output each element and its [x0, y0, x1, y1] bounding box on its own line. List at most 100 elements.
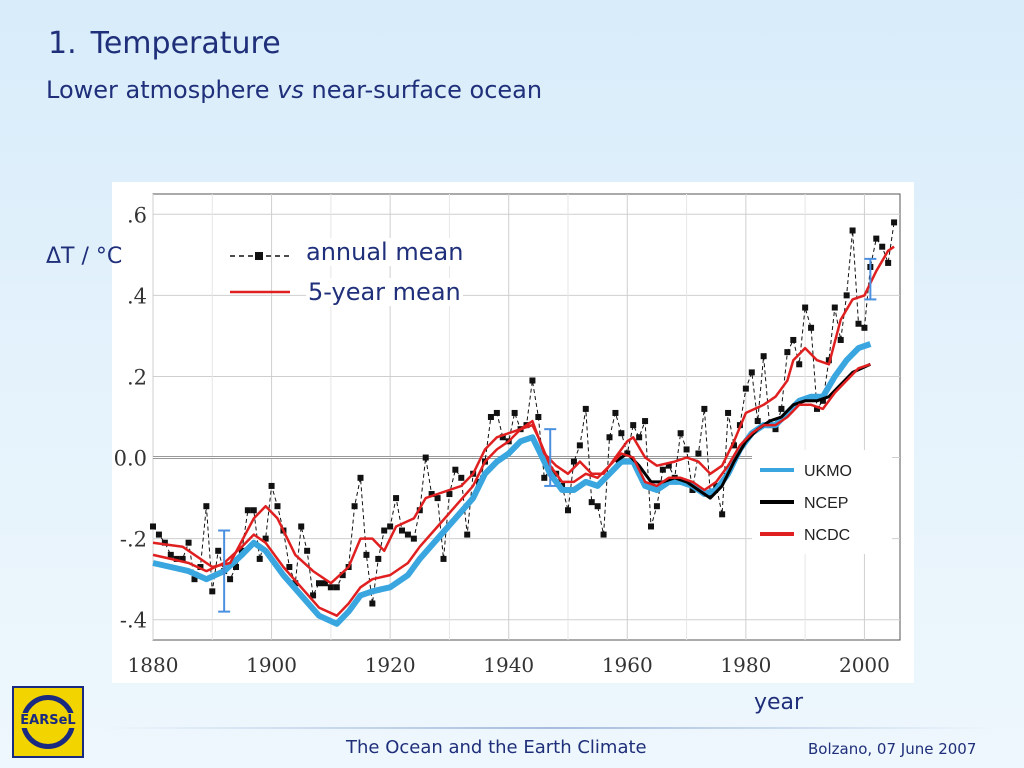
y-tick-label: 0.0: [114, 447, 147, 471]
annual-mean-point: [185, 539, 192, 546]
temperature-chart: .6 .4 .2 0.0 -.2 -.4 1880 1900 1920 1940 1960 1980 2…: [114, 193, 901, 677]
annual-mean-point: [677, 430, 684, 437]
x-tick-label: 1940: [483, 653, 534, 677]
annual-mean-point: [487, 414, 494, 420]
legend-ncdc-label: NCDC: [804, 527, 850, 544]
annual-mean-point: [600, 531, 607, 538]
annual-mean-point: [576, 442, 583, 449]
subtitle-part-2: near-surface ocean: [303, 76, 543, 104]
annual-mean-point: [843, 292, 850, 299]
subtitle-emphasis: vs: [277, 76, 304, 104]
annual-mean-point: [422, 454, 429, 461]
annual-mean-point: [618, 430, 625, 437]
legend-ncep-label: NCEP: [804, 495, 848, 512]
annual-mean-point: [636, 434, 643, 441]
annual-mean-point: [879, 243, 886, 250]
x-tick-label: 1980: [720, 653, 771, 677]
earsel-logo: EARSeL: [12, 686, 84, 758]
annual-mean-point: [179, 555, 186, 562]
annual-mean-point: [653, 503, 660, 510]
annual-mean-point: [316, 580, 322, 587]
y-tick-label: .2: [127, 365, 147, 389]
footer-title: The Ocean and the Earth Climate: [346, 737, 647, 758]
annual-mean-point: [659, 466, 666, 473]
annual-mean-point: [399, 527, 405, 534]
annual-mean-point: [404, 531, 411, 538]
footer-date-location: Bolzano, 07 June 2007: [808, 740, 977, 758]
annual-mean-point: [535, 414, 542, 420]
annual-mean-point: [321, 580, 328, 587]
x-tick-label: 1920: [365, 653, 416, 677]
annual-mean-point: [796, 361, 803, 368]
annual-mean-point: [665, 462, 672, 469]
subtitle-part-1: Lower atmosphere: [46, 76, 278, 104]
annual-mean-point: [719, 511, 726, 518]
x-tick-label: 1960: [602, 653, 653, 677]
annual-mean-point: [754, 418, 761, 425]
annual-mean-point: [802, 304, 809, 311]
annual-mean-point: [310, 592, 317, 599]
annual-mean-point: [689, 486, 696, 493]
slide-subtitle: Lower atmosphere vs near-surface ocean: [46, 76, 542, 104]
y-tick-label: -.4: [120, 609, 147, 633]
annual-mean-point: [582, 405, 589, 412]
annual-mean-point: [541, 474, 548, 481]
slide-title: 1. Temperature: [48, 26, 281, 61]
footer-divider: [100, 727, 1000, 729]
annual-mean-point: [772, 426, 779, 433]
annual-mean-point: [529, 377, 536, 384]
annual-mean-point: [286, 564, 293, 571]
x-tick-label: 1900: [246, 653, 297, 677]
annual-mean-point: [648, 523, 654, 530]
annual-mean-point: [452, 466, 459, 473]
annual-mean-point: [565, 507, 571, 514]
legend-top-swatches: [230, 252, 290, 294]
y-tick-label: -.2: [120, 528, 147, 552]
annual-mean-point: [357, 474, 364, 481]
annual-mean-point: [837, 336, 844, 343]
annual-mean-point: [683, 446, 690, 453]
ncep-line: [614, 362, 872, 500]
annual-mean-point: [375, 555, 382, 562]
annual-mean-point: [855, 320, 862, 327]
annual-mean-point: [808, 324, 815, 331]
annual-mean-point: [250, 507, 257, 514]
annual-mean-point: [173, 555, 180, 562]
annual-mean-point: [333, 584, 340, 591]
y-axis-label: ΔT / °C: [46, 244, 123, 269]
annual-mean-point: [630, 422, 637, 429]
annual-mean-point: [588, 499, 595, 506]
annual-mean-point: [155, 531, 162, 538]
annual-mean-point: [161, 539, 168, 546]
logo-text: EARSeL: [14, 713, 82, 728]
annual-mean-point: [327, 584, 334, 591]
legend-top: annual mean 5-year mean: [112, 232, 492, 310]
annual-mean-point: [742, 385, 749, 392]
annual-mean-point: [695, 450, 702, 457]
annual-mean-point: [861, 324, 868, 331]
annual-mean-point: [167, 551, 174, 558]
annual-mean-point: [748, 369, 755, 376]
annual-mean-point: [233, 564, 239, 571]
annual-mean-point: [594, 503, 601, 510]
annual-mean-point: [778, 405, 785, 412]
annual-mean-point: [351, 503, 358, 510]
annual-mean-point: [274, 503, 281, 510]
annual-mean-point: [298, 523, 305, 530]
annual-mean-point: [499, 434, 506, 441]
annual-mean-point: [363, 551, 370, 558]
annual-mean-point: [885, 259, 892, 266]
annual-mean-point: [760, 353, 767, 360]
annual-mean-point: [393, 495, 400, 502]
annual-mean-point: [209, 588, 216, 595]
annual-mean-point: [215, 547, 222, 554]
annual-mean-point: [731, 442, 737, 449]
annual-mean-point: [203, 503, 210, 510]
annual-mean-point: [849, 227, 856, 234]
annual-mean-point: [790, 336, 797, 343]
y-tick-label: .6: [127, 203, 147, 227]
annual-mean-point: [725, 409, 732, 416]
annual-mean-point: [292, 580, 299, 587]
slide-title-number: 1.: [48, 26, 77, 61]
legend-ukmo-label: UKMO: [804, 463, 852, 480]
